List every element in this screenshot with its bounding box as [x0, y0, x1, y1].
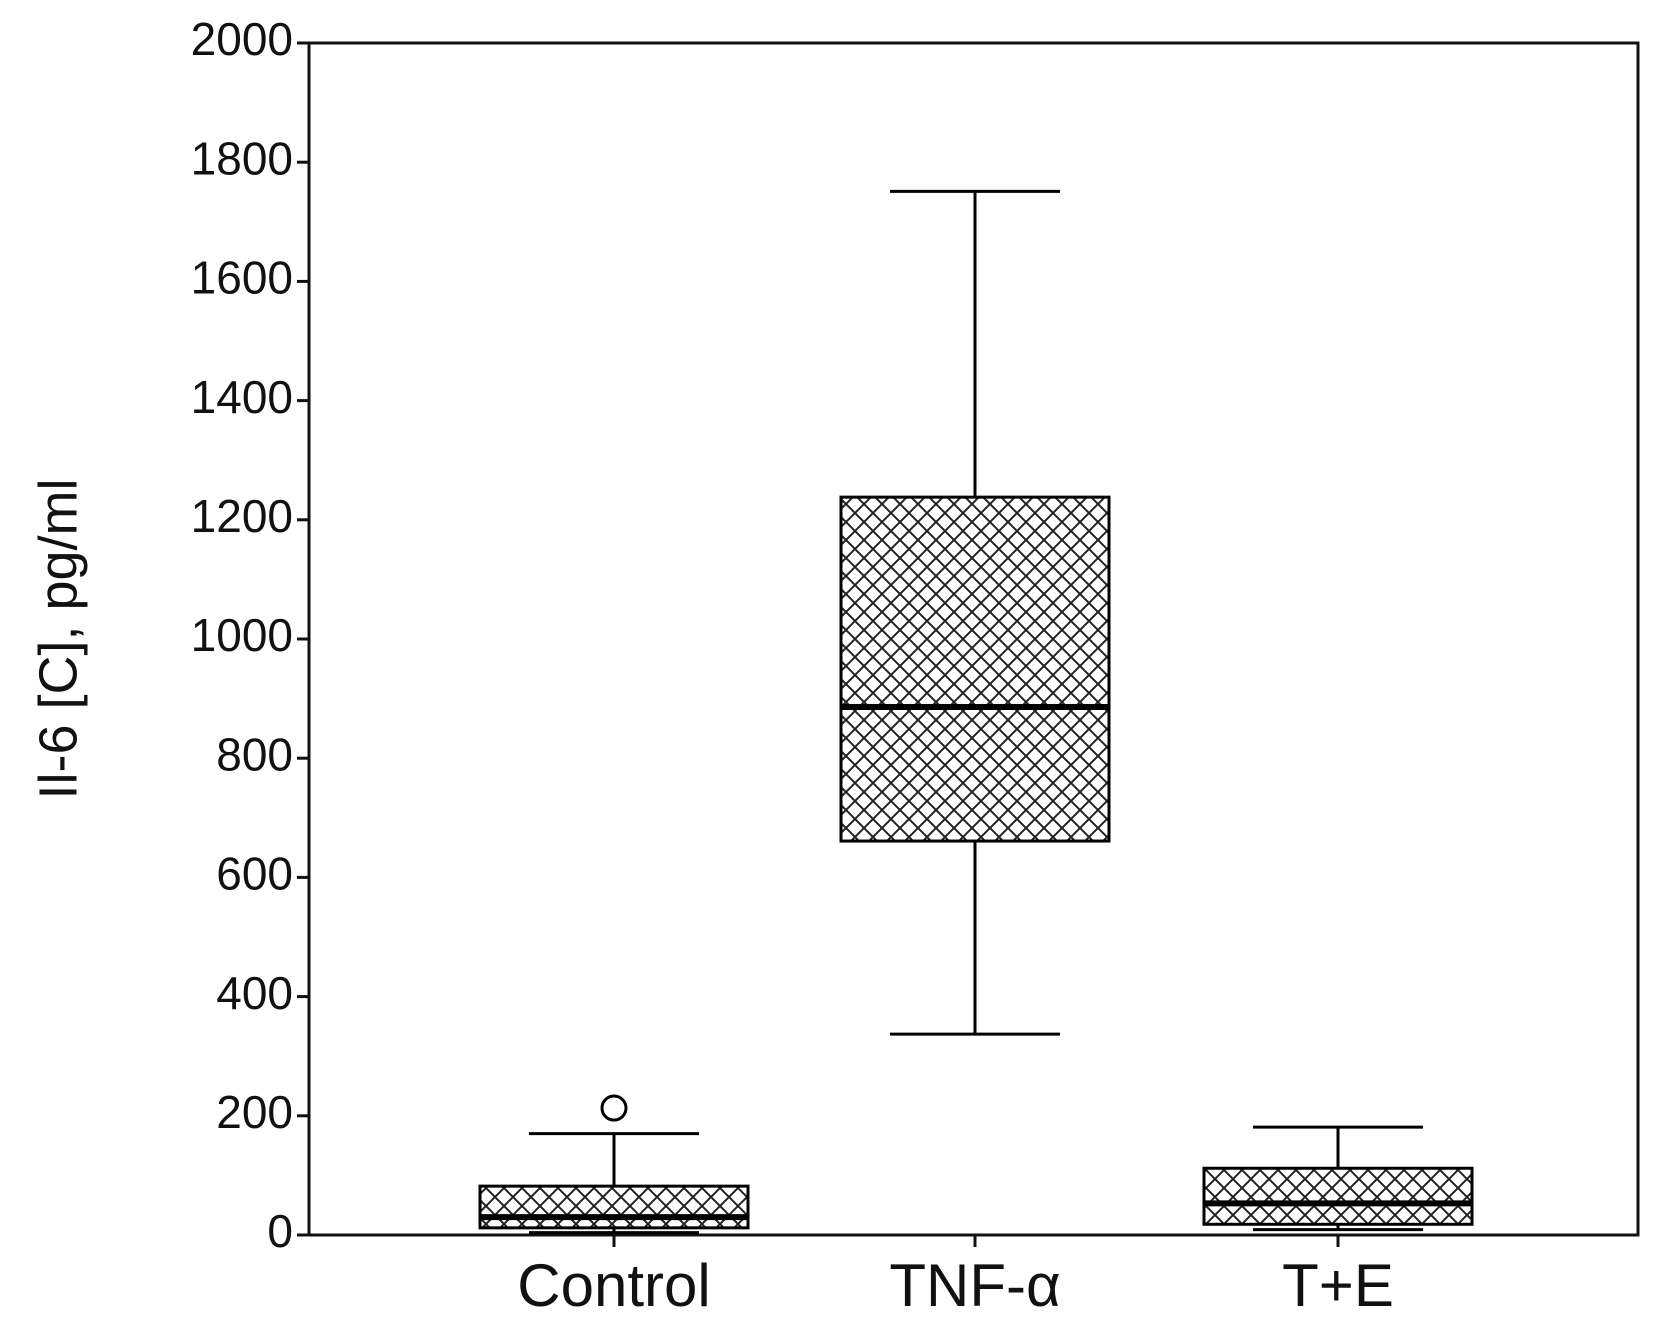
- y-tick-label: 200: [216, 1086, 293, 1138]
- y-tick-label: 1200: [191, 490, 293, 542]
- y-tick-label: 1400: [191, 371, 293, 423]
- x-tick-label: T+E: [1282, 1252, 1394, 1319]
- box: [839, 495, 1111, 843]
- box: [478, 1184, 750, 1230]
- y-tick-label: 800: [216, 728, 293, 780]
- y-tick-label: 0: [267, 1205, 293, 1257]
- outlier: [600, 1094, 628, 1122]
- x-tick-label: TNF-α: [889, 1252, 1060, 1319]
- y-tick-label: 600: [216, 848, 293, 900]
- y-tick-label: 1000: [191, 609, 293, 661]
- x-tick-label: Control: [517, 1252, 710, 1319]
- y-tick-label: 1600: [191, 252, 293, 304]
- box: [1202, 1166, 1474, 1226]
- y-axis-label: Il-6 [C], pg/ml: [28, 478, 88, 799]
- y-tick-label: 1800: [191, 132, 293, 184]
- y-tick-label: 2000: [191, 13, 293, 65]
- y-tick-label: 400: [216, 967, 293, 1019]
